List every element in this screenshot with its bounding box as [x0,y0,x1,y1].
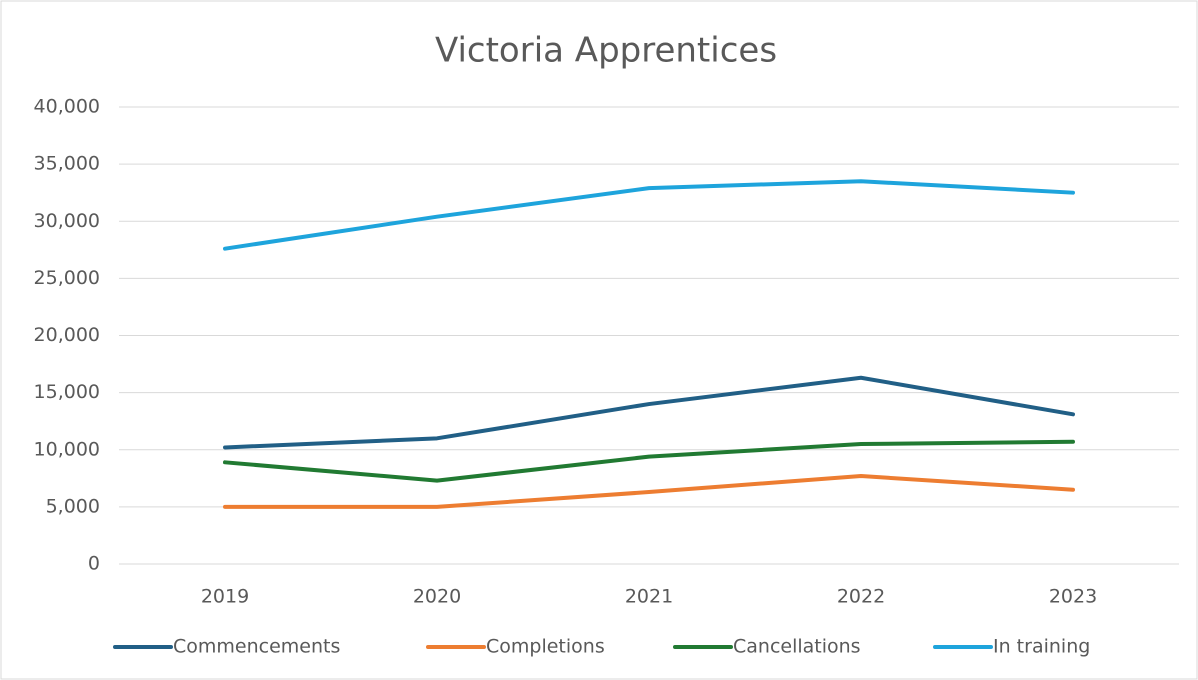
x-tick-label: 2020 [413,586,461,608]
y-tick-label: 5,000 [46,495,100,517]
y-tick-label: 25,000 [34,267,100,289]
legend-label: Cancellations [733,636,861,658]
y-tick-label: 20,000 [34,324,100,346]
x-tick-label: 2021 [625,586,673,608]
legend-label: Commencements [173,636,340,658]
y-tick-label: 10,000 [34,438,100,460]
legend-label: Completions [486,636,605,658]
x-tick-label: 2023 [1049,586,1097,608]
chart-title: Victoria Apprentices [435,31,777,71]
series-line [223,439,1075,483]
series-line [223,375,1075,450]
series-line [223,179,1075,251]
x-tick-label: 2019 [201,586,249,608]
y-tick-label: 15,000 [34,381,100,403]
x-tick-label: 2022 [837,586,885,608]
y-tick-label: 40,000 [34,96,100,118]
y-tick-label: 0 [88,553,100,575]
y-tick-label: 30,000 [34,210,100,232]
series-line [223,474,1075,509]
y-tick-label: 35,000 [34,153,100,175]
legend-label: In training [993,636,1090,658]
